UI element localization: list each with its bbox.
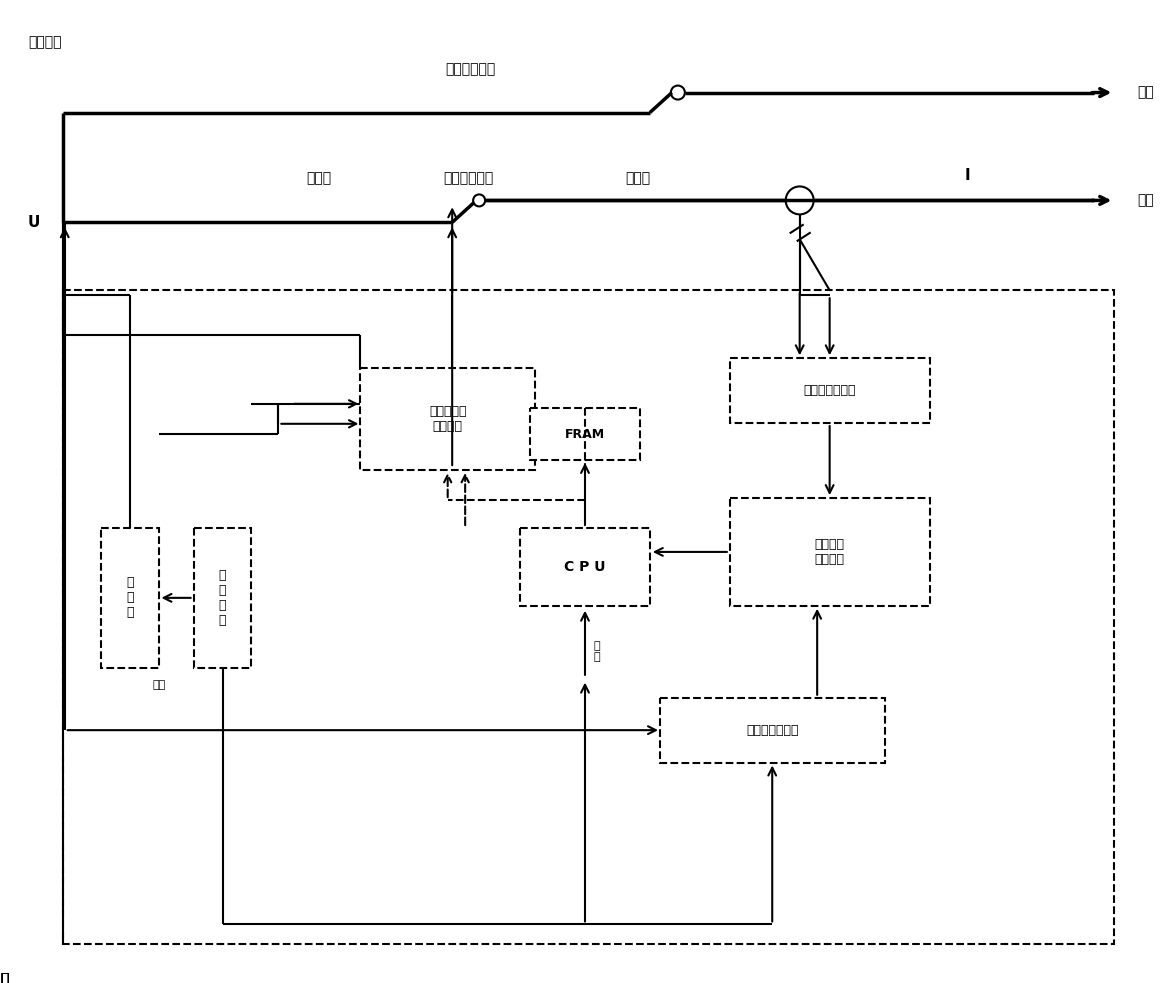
Text: U: U — [28, 215, 40, 230]
Text: 设备: 设备 — [1137, 86, 1155, 99]
Bar — [63, 290, 1114, 945]
Text: 电源侧: 电源侧 — [305, 171, 331, 186]
Text: 继电器开关
及断路器: 继电器开关 及断路器 — [429, 405, 466, 434]
Bar — [530, 408, 640, 460]
Text: 供电母线: 供电母线 — [28, 35, 62, 50]
Text: 主
电
源: 主 电 源 — [126, 576, 133, 619]
Text: 测: 测 — [0, 972, 8, 983]
Text: 测: 测 — [0, 972, 8, 983]
Text: 相邻供电线路: 相邻供电线路 — [445, 63, 495, 77]
Text: 备
用
电
源: 备 用 电 源 — [219, 569, 226, 627]
Bar — [520, 528, 650, 606]
Text: 充电: 充电 — [153, 679, 167, 690]
Text: 断路器主触头: 断路器主触头 — [443, 171, 493, 186]
Bar — [659, 698, 884, 763]
Bar — [729, 358, 930, 423]
Text: 电压电流
信号采集: 电压电流 信号采集 — [814, 538, 845, 566]
Text: 负荷侧: 负荷侧 — [626, 171, 650, 186]
Text: 测: 测 — [0, 972, 8, 983]
Text: FRAM: FRAM — [565, 428, 605, 440]
Text: I: I — [965, 168, 970, 184]
Text: 测: 测 — [0, 972, 8, 983]
Bar — [100, 528, 158, 667]
Text: 测: 测 — [0, 972, 8, 983]
Text: 负荷侧电流采集: 负荷侧电流采集 — [804, 384, 856, 397]
Text: C P U: C P U — [564, 560, 606, 574]
Text: 供
电: 供 电 — [594, 641, 600, 663]
Text: 测: 测 — [0, 972, 8, 983]
Text: 电源侧电压采集: 电源侧电压采集 — [746, 723, 798, 736]
Text: 测: 测 — [0, 972, 8, 983]
Bar — [193, 528, 252, 667]
Bar — [729, 498, 930, 606]
Text: 设备: 设备 — [1137, 194, 1155, 207]
Bar — [360, 369, 535, 470]
